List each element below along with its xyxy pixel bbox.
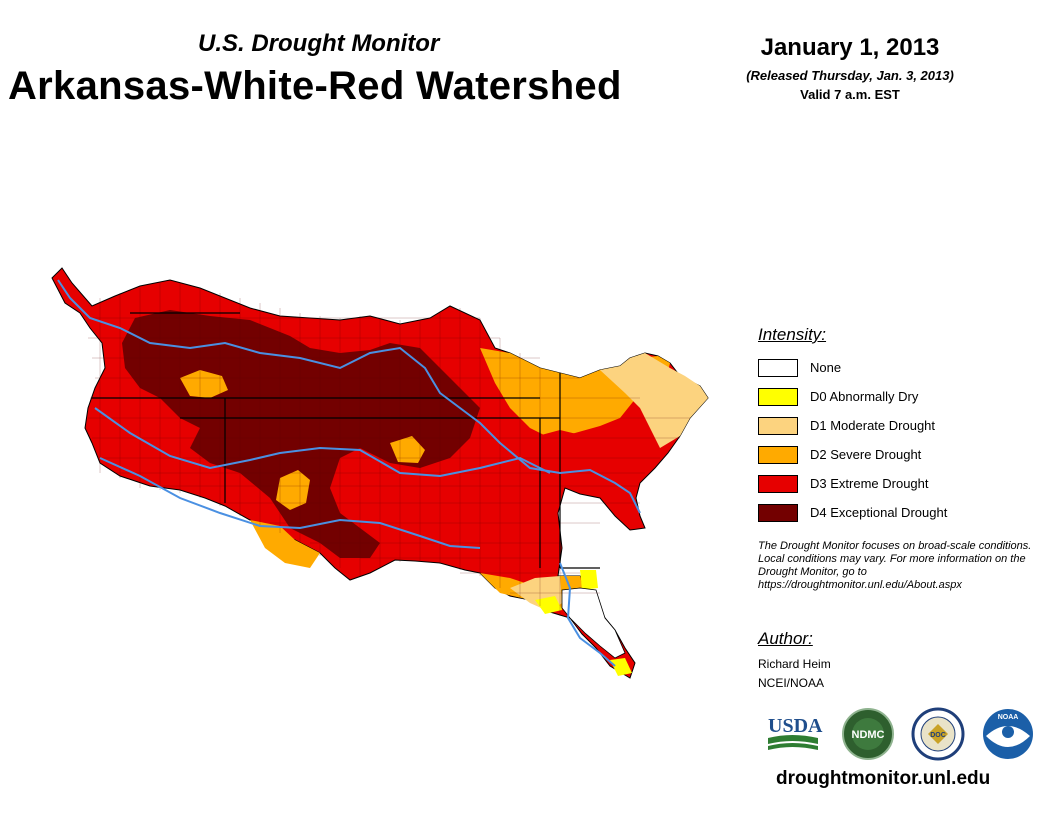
ndmc-logo: NDMC [842, 708, 894, 760]
d4-region-north [122, 310, 480, 558]
svg-text:USDA: USDA [768, 715, 823, 737]
map-date: January 1, 2013 [760, 34, 940, 61]
svg-text:DOC: DOC [930, 732, 946, 739]
map-title: Arkansas-White-Red Watershed [8, 64, 622, 108]
date-block: January 1, 2013 (Released Thursday, Jan.… [700, 34, 1000, 102]
legend-label: D1 Moderate Drought [810, 418, 936, 433]
state-borders [92, 312, 600, 569]
commerce-seal-logo: DOC [911, 707, 965, 761]
legend-item-d1: D1 Moderate Drought [758, 411, 1048, 440]
legend-swatch [758, 387, 798, 406]
website-link[interactable]: droughtmonitor.unl.edu [776, 768, 991, 789]
legend-swatch [758, 358, 798, 377]
d2-region-southwest [250, 520, 320, 568]
legend: Intensity: None D0 Abnormally Dry D1 Mod… [758, 325, 1048, 527]
legend-label: D0 Abnormally Dry [810, 389, 919, 404]
author-name: Richard Heim [758, 657, 831, 671]
legend-swatch [758, 445, 798, 464]
d2-patch-central [276, 470, 310, 510]
release-date: (Released Thursday, Jan. 3, 2013) [746, 68, 954, 83]
valid-time: Valid 7 a.m. EST [800, 87, 900, 102]
d0-patch-south [535, 596, 562, 614]
legend-swatch [758, 416, 798, 435]
noaa-logo: NOAA [983, 709, 1033, 759]
d2-patch-east-center [390, 436, 425, 463]
legend-label: D2 Severe Drought [810, 447, 922, 462]
partner-logos: USDA NDMC DOC NOAA [768, 707, 1033, 761]
legend-swatch [758, 503, 798, 522]
legend-label: None [810, 360, 842, 375]
legend-swatch [758, 474, 798, 493]
legend-item-d3: D3 Extreme Drought [758, 469, 1048, 498]
d1-region-northeast [600, 353, 708, 448]
svg-text:NOAA: NOAA [998, 714, 1019, 721]
svg-text:NDMC: NDMC [852, 729, 885, 741]
rivers [57, 279, 641, 667]
legend-item-d0: D0 Abnormally Dry [758, 382, 1048, 411]
author-org: NCEI/NOAA [758, 676, 825, 690]
legend-item-d4: D4 Exceptional Drought [758, 498, 1048, 527]
disclaimer-note: The Drought Monitor focuses on broad-sca… [758, 540, 1032, 591]
map-subtitle: U.S. Drought Monitor [198, 30, 440, 57]
usda-logo: USDA [768, 715, 823, 750]
legend-item-none: None [758, 353, 1048, 382]
author-heading: Author: [758, 629, 813, 648]
drought-map [51, 267, 709, 679]
d2-patch-west [180, 370, 228, 398]
legend-label: D3 Extreme Drought [810, 476, 929, 491]
legend-label: D4 Exceptional Drought [810, 505, 948, 520]
d3-pocket-east [530, 428, 630, 478]
d0-patch-tip [610, 658, 632, 676]
legend-title: Intensity: [758, 325, 827, 344]
d0-patch-southeast [580, 570, 598, 590]
legend-item-d2: D2 Severe Drought [758, 440, 1048, 469]
